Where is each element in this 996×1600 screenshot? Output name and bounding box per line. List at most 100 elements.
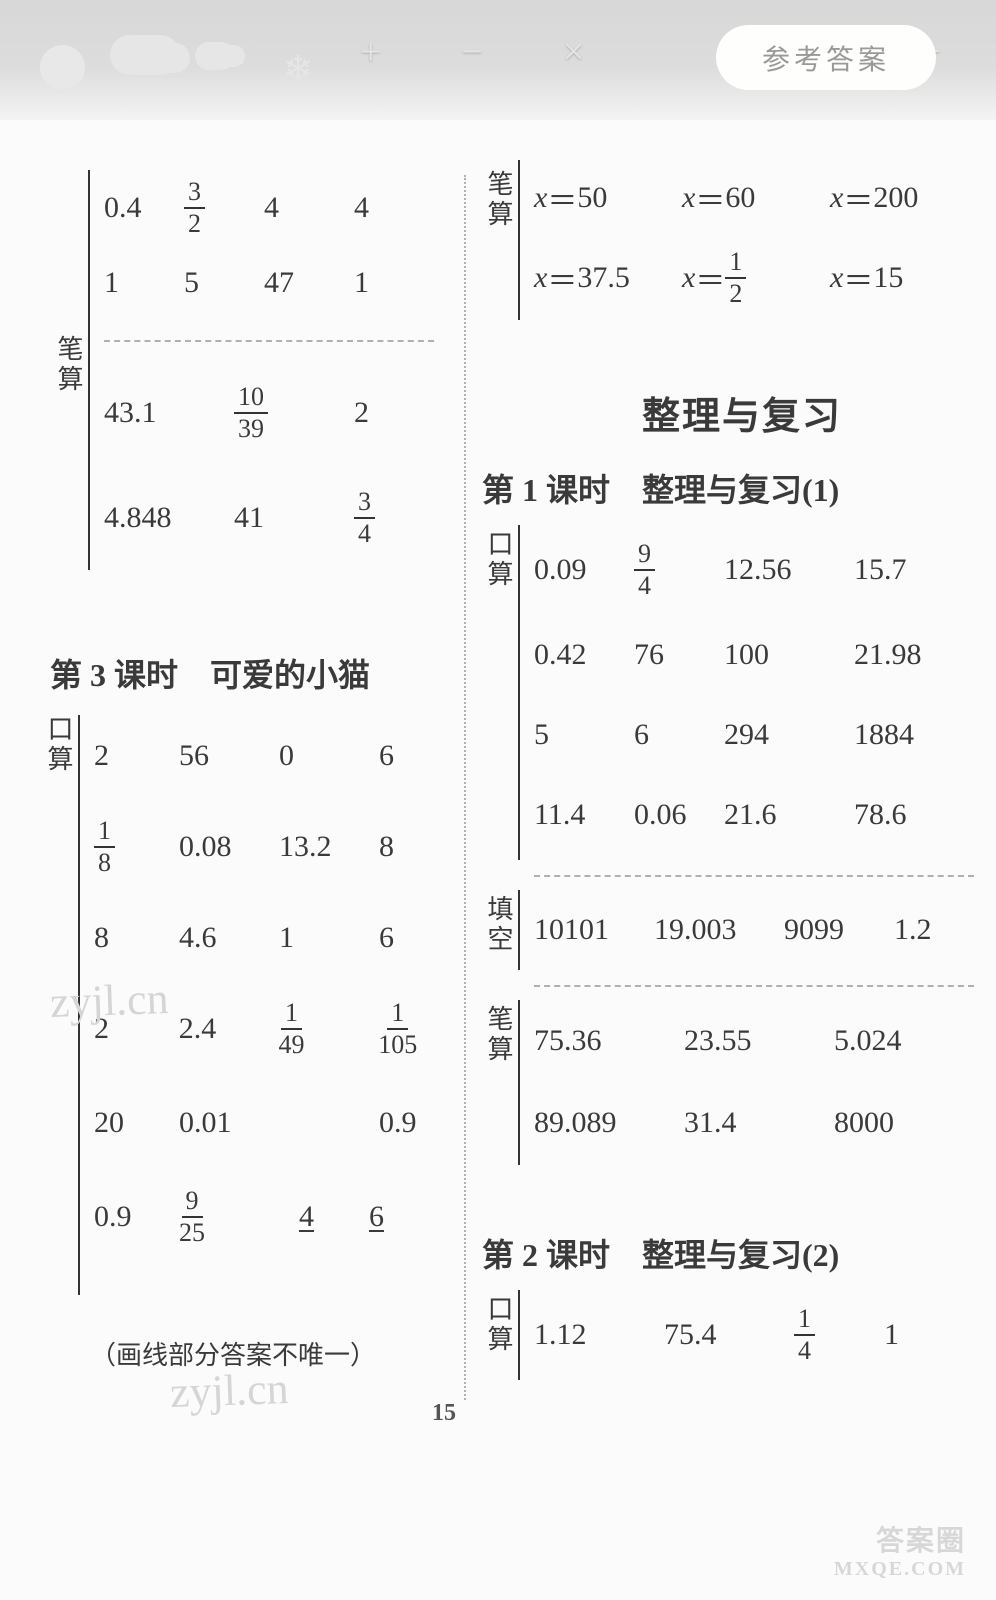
value: 0.08 — [179, 830, 279, 864]
value: 6 — [379, 921, 449, 955]
left-kousuan-label: 口算 — [40, 715, 77, 775]
value: 4.6 — [179, 921, 279, 955]
l2-kousuan-group: 1.12 75.4 14 1 — [518, 1290, 978, 1380]
value: 149 — [278, 1000, 378, 1058]
value: 13.2 — [279, 830, 379, 864]
value: 31.4 — [684, 1106, 834, 1140]
value: 14 — [794, 1306, 884, 1364]
footer-watermark: 答案圈 MXQE.COM — [834, 1527, 966, 1580]
value: 5 — [534, 718, 634, 752]
value: 2 — [354, 396, 424, 430]
value: 5.024 — [834, 1024, 964, 1058]
value: 4 — [264, 191, 354, 225]
value: 0.06 — [634, 798, 724, 832]
value: 925 — [179, 1188, 299, 1246]
value: 43.1 — [104, 396, 234, 430]
value: 8 — [94, 921, 179, 955]
value: 0.9 — [379, 1106, 449, 1140]
l1-bisuan-label: 笔算 — [480, 1005, 517, 1065]
value: 10101 — [534, 913, 654, 947]
value: 89.089 — [534, 1106, 684, 1140]
value: 8 — [379, 830, 449, 864]
lesson1-title: 第 1 课时 整理与复习(1) — [482, 465, 839, 511]
value: 2 — [94, 739, 179, 773]
equation: x＝50 — [534, 176, 682, 220]
equation: x＝12 — [682, 249, 830, 307]
value: 41 — [234, 501, 354, 535]
value: 21.6 — [724, 798, 854, 832]
value: 21.98 — [854, 638, 964, 672]
l1-kousuan-label: 口算 — [480, 530, 517, 590]
l1-bisuan-group: 75.36 23.55 5.024 89.089 31.4 8000 — [518, 1000, 978, 1165]
right-column: 笔算 x＝50 x＝60 x＝200 x＝37.5 x＝12 x＝15 整理与复… — [472, 160, 956, 1540]
section-title: 整理与复习 — [572, 385, 912, 440]
value: 6 — [379, 739, 449, 773]
left-top-group: 0.4 32 4 4 1 5 47 1 — [88, 170, 448, 320]
value: 1 — [104, 266, 184, 300]
value: 4 — [354, 191, 424, 225]
center-divider — [460, 160, 472, 1540]
deco-circle-icon — [40, 45, 85, 90]
value: 1 — [884, 1318, 954, 1352]
value: 6 — [634, 718, 724, 752]
value: 1105 — [378, 1000, 458, 1058]
value: 6 — [369, 1200, 439, 1234]
value: 75.36 — [534, 1024, 684, 1058]
value: 294 — [724, 718, 854, 752]
value: 0.9 — [94, 1200, 179, 1234]
cloud-icon — [195, 42, 235, 70]
value: 11.4 — [534, 798, 634, 832]
value: 1 — [279, 921, 379, 955]
left-group-border — [88, 320, 90, 360]
value: 1 — [354, 266, 424, 300]
lesson2-title: 第 2 课时 整理与复习(2) — [482, 1230, 839, 1276]
value: 9099 — [784, 913, 894, 947]
value: 1.2 — [894, 913, 964, 947]
value: 15.7 — [854, 553, 964, 587]
page-content: 0.4 32 4 4 1 5 47 1 笔算 43.1 1039 2 — [0, 130, 996, 1540]
value: 32 — [184, 179, 264, 237]
value: 19.003 — [654, 913, 784, 947]
value: 23.55 — [684, 1024, 834, 1058]
value: 18 — [94, 818, 179, 876]
value: 5 — [184, 266, 264, 300]
l1-tiankong-group: 10101 19.003 9099 1.2 — [518, 890, 978, 970]
left-bisuan-label: 笔算 — [50, 335, 87, 395]
value: 0.42 — [534, 638, 634, 672]
header-badge: 参考答案 — [716, 25, 936, 90]
value: 0.01 — [179, 1106, 309, 1140]
left-note: （画线部分答案不唯一） — [90, 1335, 376, 1372]
equation: x＝200 — [830, 176, 978, 220]
value: 94 — [634, 541, 724, 599]
value: 0.09 — [534, 553, 634, 587]
value: 76 — [634, 638, 724, 672]
dash-separator — [534, 985, 974, 987]
value: 4.848 — [104, 501, 234, 535]
equation: x＝37.5 — [534, 256, 682, 300]
dash-separator — [534, 875, 974, 877]
value: 47 — [264, 266, 354, 300]
value: 78.6 — [854, 798, 964, 832]
left-column: 0.4 32 4 4 1 5 47 1 笔算 43.1 1039 2 — [30, 160, 460, 1540]
right-bisuan-label: 笔算 — [480, 170, 517, 230]
value: 0 — [279, 739, 379, 773]
equation: x＝15 — [830, 256, 978, 300]
value: 1.12 — [534, 1318, 664, 1352]
cloud-icon — [110, 35, 180, 75]
l1-kousuan-group: 0.09 94 12.56 15.7 0.42 76 100 21.98 5 6… — [518, 525, 978, 860]
value: 4 — [299, 1200, 369, 1234]
value: 2 — [94, 1012, 179, 1046]
value: 1039 — [234, 384, 354, 442]
left-kousuan-group: 2 56 0 6 18 0.08 13.2 8 8 4.6 1 6 — [78, 715, 458, 1295]
value: 100 — [724, 638, 854, 672]
header-bar: ❄ +−×÷ 参考答案 — [0, 0, 996, 120]
lesson3-title: 第 3 课时 可爱的小猫 — [50, 650, 370, 696]
value: 20 — [94, 1106, 179, 1140]
math-symbols-deco: +−×÷ — [300, 30, 584, 74]
value: 12.56 — [724, 553, 854, 587]
l2-kousuan-label: 口算 — [480, 1295, 517, 1355]
equation: x＝60 — [682, 176, 830, 220]
value: 1884 — [854, 718, 964, 752]
value: 56 — [179, 739, 279, 773]
right-eq-group: x＝50 x＝60 x＝200 x＝37.5 x＝12 x＝15 — [518, 160, 978, 320]
